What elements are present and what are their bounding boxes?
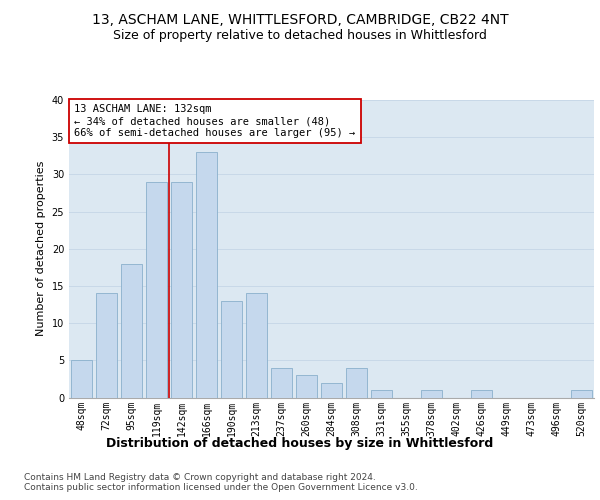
Y-axis label: Number of detached properties: Number of detached properties	[36, 161, 46, 336]
Bar	[421, 390, 442, 398]
Bar	[71, 360, 92, 398]
Text: 13 ASCHAM LANE: 132sqm
← 34% of detached houses are smaller (48)
66% of semi-det: 13 ASCHAM LANE: 132sqm ← 34% of detached…	[74, 104, 355, 138]
Bar	[321, 382, 342, 398]
Bar	[96, 294, 117, 398]
Bar	[146, 182, 167, 398]
Bar	[271, 368, 292, 398]
Bar	[471, 390, 492, 398]
Text: Size of property relative to detached houses in Whittlesford: Size of property relative to detached ho…	[113, 29, 487, 42]
Bar	[171, 182, 192, 398]
Bar	[246, 294, 267, 398]
Bar	[571, 390, 592, 398]
Bar	[371, 390, 392, 398]
Bar	[121, 264, 142, 398]
Bar	[296, 375, 317, 398]
Text: 13, ASCHAM LANE, WHITTLESFORD, CAMBRIDGE, CB22 4NT: 13, ASCHAM LANE, WHITTLESFORD, CAMBRIDGE…	[92, 12, 508, 26]
Text: Distribution of detached houses by size in Whittlesford: Distribution of detached houses by size …	[106, 438, 494, 450]
Bar	[346, 368, 367, 398]
Bar	[196, 152, 217, 398]
Bar	[221, 301, 242, 398]
Text: Contains HM Land Registry data © Crown copyright and database right 2024.
Contai: Contains HM Land Registry data © Crown c…	[24, 472, 418, 492]
